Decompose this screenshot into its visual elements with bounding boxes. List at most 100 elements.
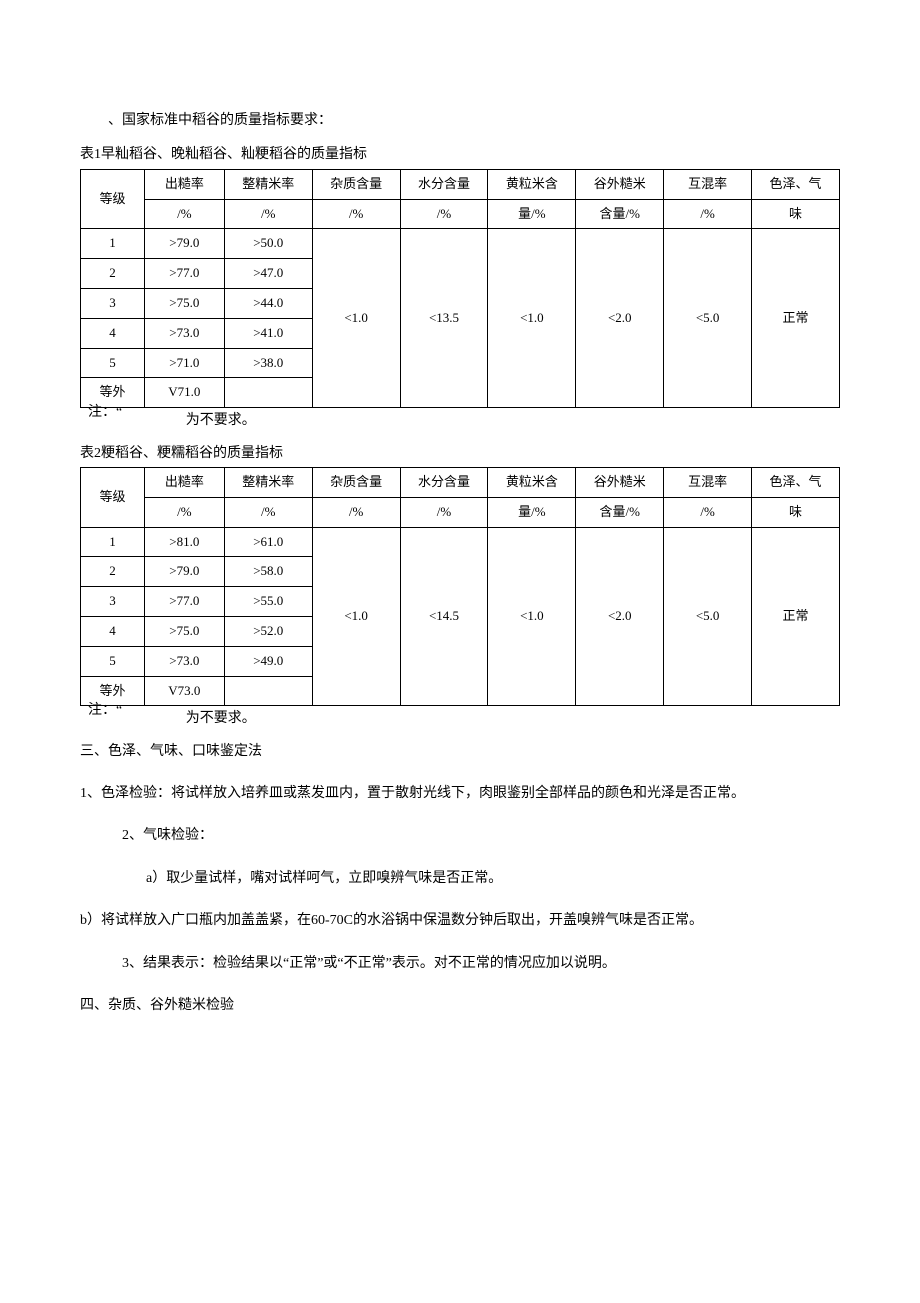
th-7b: /% [664, 199, 752, 229]
th-3b: /% [312, 497, 400, 527]
cell-c8: 正常 [752, 229, 840, 408]
cell-c1: >71.0 [144, 348, 224, 378]
th-6b: 含量/% [576, 497, 664, 527]
cell-c7: <5.0 [664, 527, 752, 706]
th-5b: 量/% [488, 497, 576, 527]
cell-c1: >79.0 [144, 229, 224, 259]
th-4b: /% [400, 199, 488, 229]
th-4b: /% [400, 497, 488, 527]
th-3a: 杂质含量 [312, 467, 400, 497]
cell-c1: >73.0 [144, 646, 224, 676]
th-6a: 谷外糙米 [576, 467, 664, 497]
th-2a: 整精米率 [224, 169, 312, 199]
table1: 等级 出糙率 整精米率 杂质含量 水分含量 黄粒米含 谷外糙米 互混率 色泽、气… [80, 169, 840, 408]
cell-c1: >79.0 [144, 557, 224, 587]
cell-c1: >75.0 [144, 288, 224, 318]
th-7a: 互混率 [664, 467, 752, 497]
th-grade: 等级 [81, 169, 145, 229]
cell-grade: 4 [81, 318, 145, 348]
th-6b: 含量/% [576, 199, 664, 229]
cell-grade: 等外 [81, 378, 145, 408]
th-4a: 水分含量 [400, 169, 488, 199]
table1-caption: 表1早籼稻谷、晚籼稻谷、籼粳稻谷的质量指标 [80, 144, 840, 166]
th-5b: 量/% [488, 199, 576, 229]
cell-c4: <14.5 [400, 527, 488, 706]
table1-header-row1: 等级 出糙率 整精米率 杂质含量 水分含量 黄粒米含 谷外糙米 互混率 色泽、气 [81, 169, 840, 199]
cell-grade: 1 [81, 229, 145, 259]
cell-c1: V73.0 [144, 676, 224, 706]
cell-c1: >77.0 [144, 259, 224, 289]
th-1b: /% [144, 497, 224, 527]
cell-c1: >81.0 [144, 527, 224, 557]
cell-grade: 5 [81, 646, 145, 676]
cell-c2: >47.0 [224, 259, 312, 289]
th-8b: 味 [752, 199, 840, 229]
cell-c1: >77.0 [144, 587, 224, 617]
table2-note: 注：“ 为不要求。 [108, 708, 840, 730]
cell-c2: >49.0 [224, 646, 312, 676]
cell-c1: >73.0 [144, 318, 224, 348]
table1-note: 注：“ 为不要求。 [108, 410, 840, 432]
th-7a: 互混率 [664, 169, 752, 199]
cell-c6: <2.0 [576, 527, 664, 706]
note-part-a: 注：“ [88, 703, 122, 718]
cell-grade: 2 [81, 259, 145, 289]
note-part-a: 注：“ [88, 405, 122, 420]
table2-caption: 表2粳稻谷、粳糯稻谷的质量指标 [80, 443, 840, 465]
th-3a: 杂质含量 [312, 169, 400, 199]
cell-c2 [224, 378, 312, 408]
section3-p2: 2、气味检验： [122, 825, 840, 847]
note-part-b: 为不要求。 [186, 711, 256, 726]
cell-c2: >61.0 [224, 527, 312, 557]
cell-grade: 等外 [81, 676, 145, 706]
section3-p2b: b）将试样放入广口瓶内加盖盖紧，在60-70C的水浴锅中保温数分钟后取出，开盖嗅… [80, 910, 840, 932]
cell-c5: <1.0 [488, 527, 576, 706]
section4-title: 四、杂质、谷外糙米检验 [80, 995, 840, 1017]
section3-p2a: a）取少量试样，嘴对试样呵气，立即嗅辨气味是否正常。 [146, 868, 840, 890]
th-8a: 色泽、气 [752, 467, 840, 497]
cell-c8: 正常 [752, 527, 840, 706]
table-row: 1 >81.0 >61.0 <1.0 <14.5 <1.0 <2.0 <5.0 … [81, 527, 840, 557]
cell-c2: >52.0 [224, 616, 312, 646]
th-8a: 色泽、气 [752, 169, 840, 199]
cell-c2 [224, 676, 312, 706]
th-grade: 等级 [81, 467, 145, 527]
th-5a: 黄粒米含 [488, 467, 576, 497]
table2-header-row1: 等级 出糙率 整精米率 杂质含量 水分含量 黄粒米含 谷外糙米 互混率 色泽、气 [81, 467, 840, 497]
th-2b: /% [224, 497, 312, 527]
cell-grade: 3 [81, 288, 145, 318]
cell-c2: >50.0 [224, 229, 312, 259]
cell-c2: >38.0 [224, 348, 312, 378]
cell-c6: <2.0 [576, 229, 664, 408]
th-8b: 味 [752, 497, 840, 527]
cell-c3: <1.0 [312, 527, 400, 706]
cell-c2: >55.0 [224, 587, 312, 617]
th-3b: /% [312, 199, 400, 229]
cell-grade: 2 [81, 557, 145, 587]
cell-grade: 1 [81, 527, 145, 557]
cell-c2: >58.0 [224, 557, 312, 587]
cell-grade: 3 [81, 587, 145, 617]
cell-grade: 5 [81, 348, 145, 378]
section3-title: 三、色泽、气味、口味鉴定法 [80, 741, 840, 763]
th-2a: 整精米率 [224, 467, 312, 497]
cell-c1: >75.0 [144, 616, 224, 646]
cell-c1: V71.0 [144, 378, 224, 408]
cell-c4: <13.5 [400, 229, 488, 408]
th-2b: /% [224, 199, 312, 229]
table2-header-row2: /% /% /% /% 量/% 含量/% /% 味 [81, 497, 840, 527]
table1-header-row2: /% /% /% /% 量/% 含量/% /% 味 [81, 199, 840, 229]
cell-c7: <5.0 [664, 229, 752, 408]
th-1a: 出糙率 [144, 467, 224, 497]
th-4a: 水分含量 [400, 467, 488, 497]
cell-c3: <1.0 [312, 229, 400, 408]
section3-p3: 3、结果表示：检验结果以“正常”或“不正常”表示。对不正常的情况应加以说明。 [122, 953, 840, 975]
intro-text: 、国家标准中稻谷的质量指标要求： [108, 110, 840, 132]
th-7b: /% [664, 497, 752, 527]
th-1a: 出糙率 [144, 169, 224, 199]
th-6a: 谷外糙米 [576, 169, 664, 199]
table2: 等级 出糙率 整精米率 杂质含量 水分含量 黄粒米含 谷外糙米 互混率 色泽、气… [80, 467, 840, 706]
cell-c2: >44.0 [224, 288, 312, 318]
cell-c2: >41.0 [224, 318, 312, 348]
cell-grade: 4 [81, 616, 145, 646]
